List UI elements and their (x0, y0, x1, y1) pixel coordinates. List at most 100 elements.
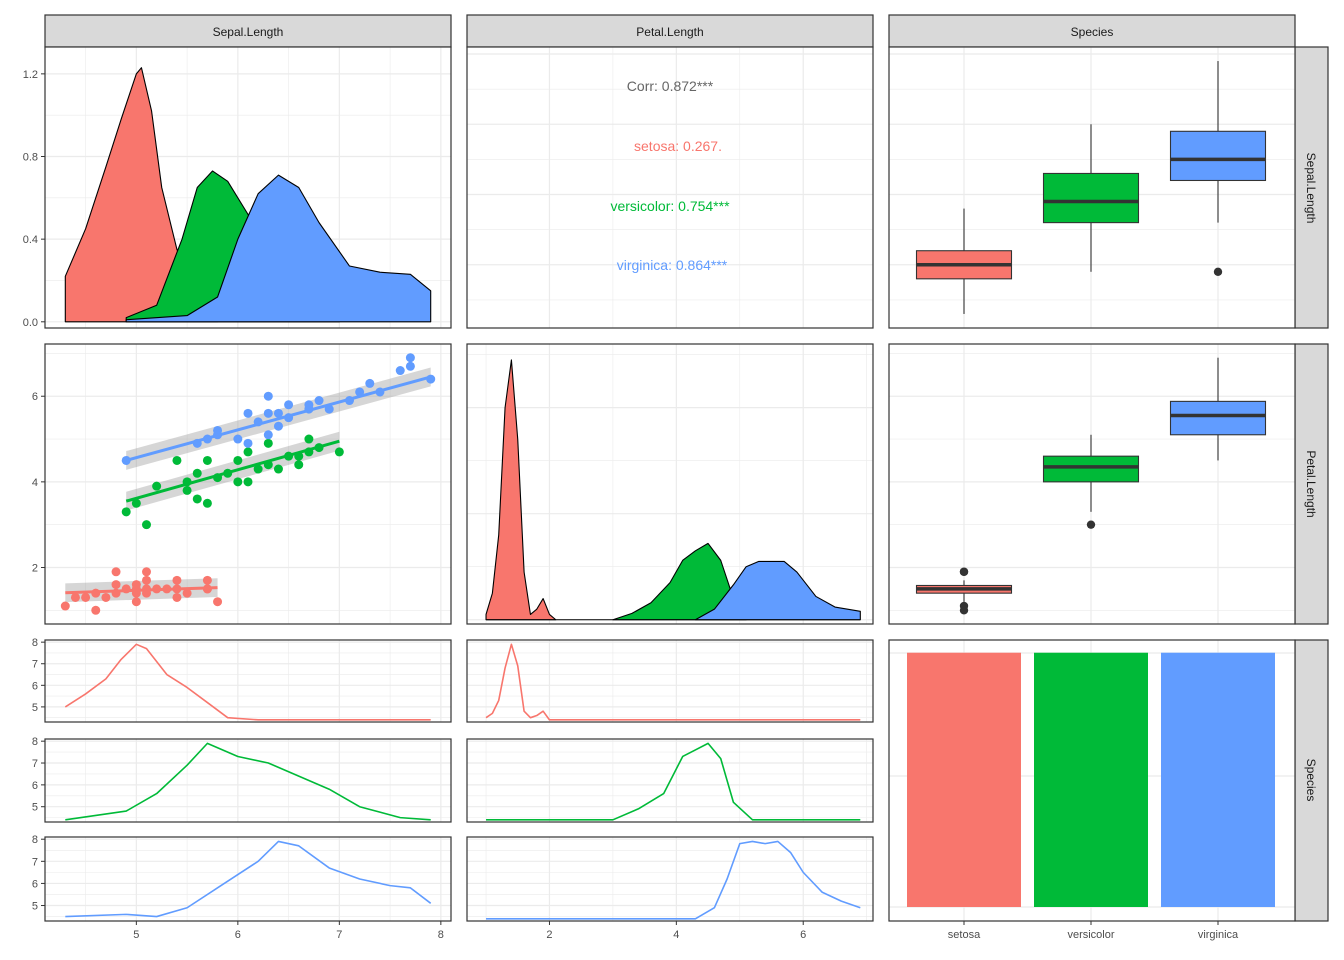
strip-right-1 (1294, 46, 1329, 329)
ytick-label-scatter-0: 2 (32, 562, 38, 574)
panel-petal-hist-virginica-border (466, 836, 874, 922)
xtick-label-panel-sepal-hist-0: 5 (133, 929, 139, 941)
scatter-point-setosa (60, 601, 70, 611)
xtick-label-species-0: setosa (948, 929, 981, 941)
ytick-label-density-2: 0.8 (23, 152, 38, 164)
ytick-label-panel-sepal-hist-virginica-2: 7 (32, 856, 38, 868)
line-panel-petal-hist-setosa (485, 643, 861, 721)
line-panel-petal-hist-versicolor (486, 742, 861, 821)
strip-right-3-label: Species (1304, 759, 1318, 802)
scatter-point-virginica (355, 387, 365, 397)
fit-line-setosa (65, 586, 218, 595)
xtick-label-species-1: versicolor (1067, 929, 1114, 941)
panel-correlation-bg (467, 47, 873, 328)
scatter-point-versicolor (233, 455, 243, 465)
scatter-point-virginica (365, 378, 375, 388)
strip-top-1-label: Sepal.Length (213, 25, 284, 39)
panel-sepal-density-border (44, 46, 452, 329)
panel-petal-hist-setosa-border (466, 639, 874, 723)
scatter-point-versicolor (233, 477, 243, 487)
scatter-point-virginica (263, 430, 273, 440)
outlier-versicolor-0 (1086, 520, 1096, 529)
xtick-label-panel-petal-hist-2: 6 (800, 929, 806, 941)
scatter-point-versicolor (253, 464, 263, 474)
xtick-label-panel-sepal-hist-2: 7 (336, 929, 342, 941)
corr-versicolor-label: versicolor: 0.754*** (610, 198, 730, 214)
panel-petal-box-bg (889, 344, 1295, 624)
ytick-label-panel-sepal-hist-versicolor-1: 6 (32, 780, 38, 792)
corr-overall-label: Corr: 0.872*** (627, 78, 714, 94)
bar-versicolor (1034, 652, 1148, 907)
scatter-point-setosa (111, 567, 121, 577)
ytick-label-panel-sepal-hist-setosa-0: 5 (32, 702, 38, 714)
scatter-point-setosa (142, 575, 151, 585)
line-panel-sepal-hist-virginica (65, 840, 432, 918)
scatter-point-versicolor (172, 455, 182, 465)
panel-petal-density-border (466, 343, 874, 625)
scatter-point-virginica (243, 438, 253, 448)
scatter-point-versicolor (131, 498, 141, 508)
panel-sepal-box-border (888, 46, 1296, 329)
strip-right-2 (1294, 343, 1329, 625)
scatter-point-virginica (273, 421, 283, 431)
line-panel-petal-hist-virginica (486, 840, 861, 920)
ytick-label-panel-sepal-hist-versicolor-0: 5 (32, 802, 38, 814)
scatter-point-versicolor (304, 434, 314, 444)
scatter-point-versicolor (202, 455, 212, 465)
strip-right-1-label: Sepal.Length (1304, 153, 1318, 224)
scatter-point-virginica (284, 400, 294, 410)
scatter-point-virginica (395, 366, 405, 376)
scatter-point-virginica (273, 408, 283, 418)
scatter-point-versicolor (192, 494, 202, 504)
scatter-point-versicolor (202, 498, 212, 508)
ytick-label-panel-sepal-hist-virginica-3: 8 (32, 834, 38, 846)
scatter-point-setosa (172, 592, 182, 602)
strip-top-2-label: Petal.Length (636, 25, 703, 39)
xtick-label-panel-sepal-hist-3: 8 (438, 929, 444, 941)
line-panel-sepal-hist-setosa (64, 643, 431, 721)
strip-top-1 (44, 14, 452, 48)
ytick-label-panel-sepal-hist-virginica-0: 5 (32, 901, 38, 913)
panel-correlation-border (466, 46, 874, 329)
ytick-label-density-0: 0.0 (23, 317, 38, 329)
panel-petal-box-border (888, 343, 1296, 625)
scatter-point-versicolor (334, 447, 344, 457)
outlier-setosa-3 (959, 567, 969, 576)
corr-virginica-label: virginica: 0.864*** (617, 257, 728, 273)
scatter-point-setosa (70, 592, 80, 602)
panel-petal-density-bg (467, 344, 873, 624)
density-area-virginica (125, 174, 432, 323)
scatter-point-versicolor (263, 438, 273, 448)
strip-top-3 (888, 14, 1296, 48)
scatter-point-setosa (101, 592, 111, 602)
scatter-point-virginica (405, 353, 415, 363)
scatter-point-versicolor (294, 460, 304, 470)
ytick-label-scatter-2: 6 (32, 391, 38, 403)
ytick-label-scatter-1: 4 (32, 477, 38, 489)
panel-scatter-border (44, 343, 452, 625)
box-virginica (1169, 130, 1267, 182)
scatter-point-virginica (304, 400, 314, 410)
ytick-label-density-3: 1.2 (23, 69, 38, 81)
ytick-label-panel-sepal-hist-virginica-1: 6 (32, 878, 38, 890)
scatter-point-virginica (243, 408, 253, 418)
top-strips: Sepal.Length Petal.Length Species (44, 14, 1296, 48)
scatter-point-setosa (81, 592, 91, 602)
scatter-point-virginica (233, 434, 243, 444)
panel-sepal-hist-versicolor-border (44, 738, 452, 823)
panel-species-bar-border (888, 639, 1296, 922)
scatter-point-setosa (213, 597, 223, 607)
ytick-label-panel-sepal-hist-setosa-1: 6 (32, 680, 38, 692)
xtick-label-panel-sepal-hist-1: 6 (235, 929, 241, 941)
xtick-label-panel-petal-hist-1: 4 (673, 929, 679, 941)
panel-petal-hist-setosa-bg (467, 640, 873, 722)
scatter-point-virginica (213, 425, 223, 435)
scatter-point-versicolor (152, 481, 162, 491)
scatter-point-setosa (131, 597, 141, 607)
line-panel-sepal-hist-versicolor (65, 742, 431, 821)
corr-setosa-label: setosa: 0.267. (634, 138, 722, 154)
strip-top-3-label: Species (1071, 25, 1114, 39)
scatter-point-versicolor (121, 507, 131, 517)
fit-line-virginica (125, 375, 432, 462)
